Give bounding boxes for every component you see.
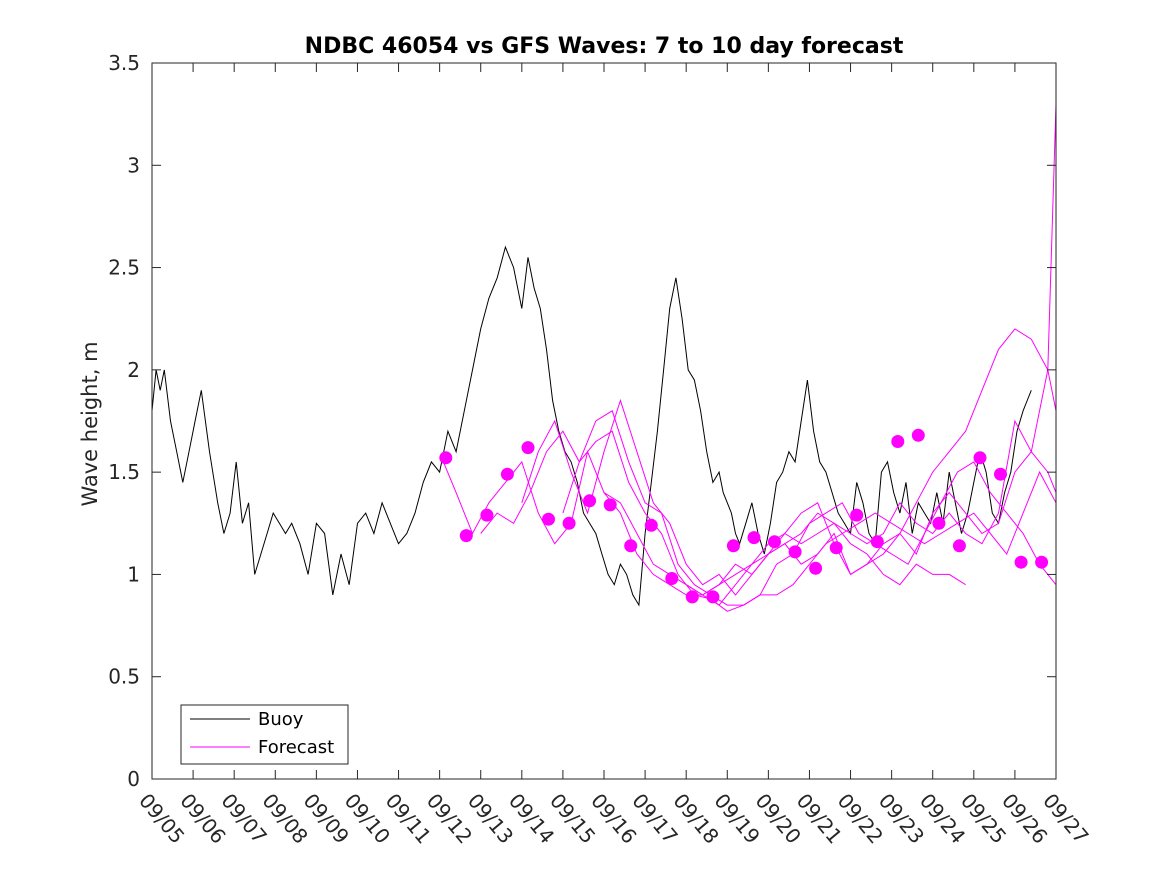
forecast-point xyxy=(480,508,494,522)
forecast-point xyxy=(768,535,781,549)
y-tick-label: 0 xyxy=(127,767,140,791)
forecast-point xyxy=(952,539,966,553)
forecast-point xyxy=(603,498,617,512)
y-axis-label: Wave height, m xyxy=(78,341,102,506)
legend-forecast-label: Forecast xyxy=(258,737,334,758)
forecast-point xyxy=(1035,555,1049,569)
y-tick-label: 3 xyxy=(127,153,140,177)
legend-box xyxy=(180,704,349,765)
legend: Buoy Forecast xyxy=(180,704,349,765)
forecast-point xyxy=(829,541,843,555)
forecast-point xyxy=(583,494,597,508)
forecast-point xyxy=(644,518,658,532)
forecast-point xyxy=(1014,555,1028,569)
forecast-series-line-2 xyxy=(480,410,1057,606)
forecast-point xyxy=(439,451,453,465)
y-tick-label: 3.5 xyxy=(108,51,140,75)
forecast-point xyxy=(521,441,535,455)
y-tick-label: 0.5 xyxy=(108,665,140,689)
legend-buoy-label: Buoy xyxy=(258,709,304,730)
forecast-point xyxy=(994,467,1007,481)
y-tick-label: 1.5 xyxy=(108,460,140,484)
y-tick-label: 2.5 xyxy=(108,256,140,280)
forecast-point xyxy=(726,539,740,553)
buoy-series-line xyxy=(151,245,1032,607)
forecast-point xyxy=(932,516,946,530)
forecast-point xyxy=(685,590,699,604)
forecast-point xyxy=(562,516,576,530)
forecast-point xyxy=(665,572,679,585)
chart-title: NDBC 46054 vs GFS Waves: 7 to 10 day for… xyxy=(305,34,904,59)
forecast-point xyxy=(706,590,720,604)
forecast-point xyxy=(870,535,884,549)
forecast-point xyxy=(911,428,925,442)
y-tick-label: 1 xyxy=(127,562,140,586)
forecast-point xyxy=(891,435,905,448)
y-tick-label: 2 xyxy=(127,358,140,382)
forecast-point xyxy=(500,467,514,481)
forecast-point xyxy=(850,508,864,522)
forecast-point xyxy=(973,451,987,465)
plot-area xyxy=(151,103,1057,612)
forecast-point xyxy=(624,539,638,553)
forecast-point xyxy=(459,529,473,543)
forecast-point xyxy=(809,561,823,575)
forecast-point xyxy=(788,545,802,559)
forecast-point xyxy=(542,512,555,526)
forecast-point xyxy=(747,531,761,545)
